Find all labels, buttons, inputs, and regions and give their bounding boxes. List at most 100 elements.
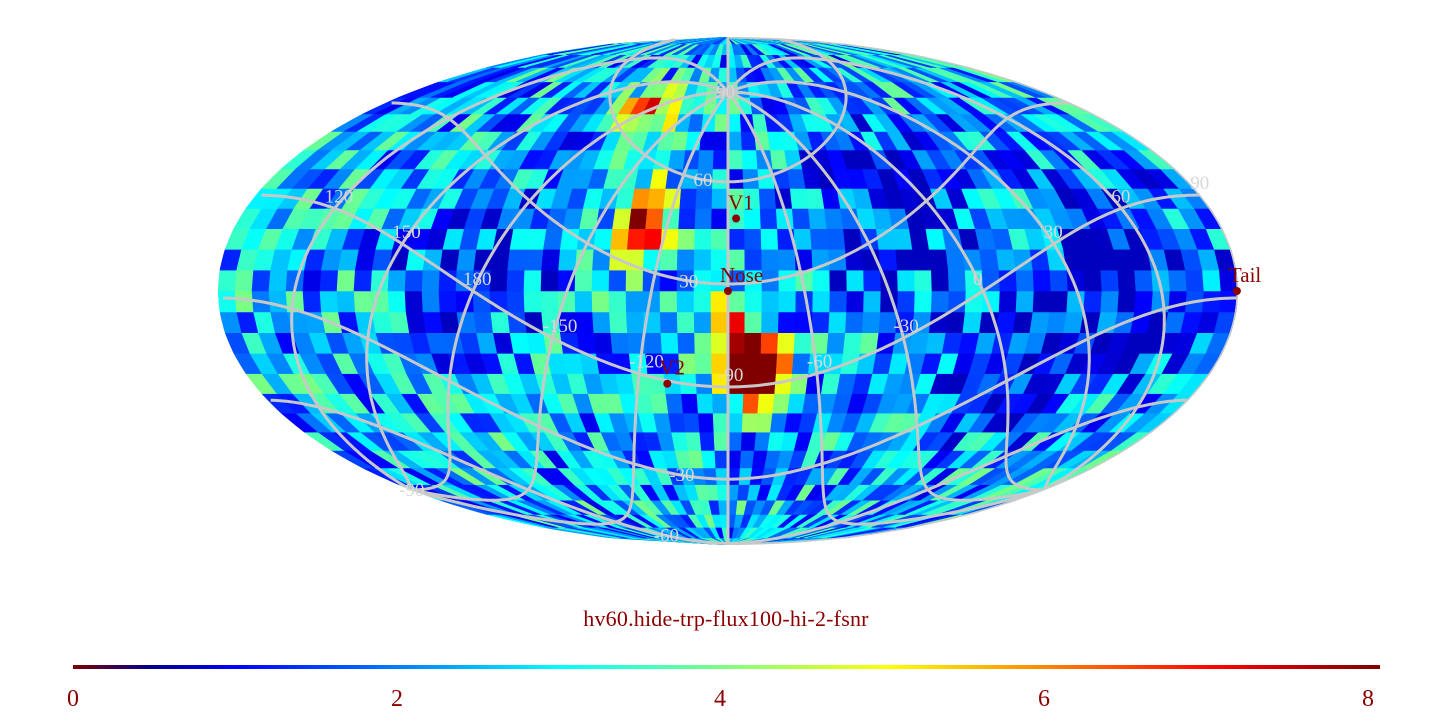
marker-label-v2: V2: [659, 356, 685, 380]
map-pixel: [760, 332, 779, 354]
map-pixel: [694, 332, 712, 354]
position-markers: V1 Nose V2 Tail: [659, 191, 1261, 388]
map-pixel: [701, 450, 717, 469]
map-pixel: [826, 228, 846, 250]
map-pixel: [712, 393, 729, 414]
map-pixel: [712, 412, 729, 433]
map-pixel: [1117, 290, 1137, 313]
map-pixel: [998, 290, 1018, 313]
map-pixel: [744, 228, 762, 250]
map-pixel: [710, 311, 729, 334]
map-pixel: [995, 311, 1017, 334]
map-pixel: [439, 311, 461, 334]
map-pixel: [861, 311, 881, 334]
colorbar-tick-label: 6: [1038, 686, 1050, 712]
map-pixel: [811, 311, 831, 334]
map-pixel: [523, 290, 542, 313]
map-pixel: [251, 269, 271, 292]
map-pixel: [676, 311, 695, 334]
map-pixel: [647, 188, 667, 209]
map-pixel: [713, 431, 729, 451]
map-pixel: [676, 249, 695, 271]
map-pixel: [336, 269, 356, 292]
map-pixel: [758, 188, 777, 209]
graticule-line: [261, 193, 1201, 389]
map-pixel: [319, 269, 339, 292]
map-pixel: [1100, 269, 1120, 292]
map-pixel: [353, 290, 373, 313]
map-pixel: [712, 149, 729, 170]
map-pixel: [1202, 269, 1222, 292]
map-pixel: [744, 332, 762, 354]
map-pixel: [679, 188, 698, 209]
map-pixel: [697, 149, 715, 170]
map-pixel: [628, 208, 648, 229]
map-pixel: [714, 450, 729, 469]
map-pixel: [727, 311, 746, 334]
parallel-label: 60: [694, 170, 713, 191]
map-pixel: [1117, 269, 1137, 292]
map-pixel: [712, 168, 729, 189]
map-pixel: [543, 228, 564, 250]
map-pixel: [759, 208, 778, 229]
map-pixel: [677, 228, 696, 250]
meridian-label: -60: [807, 352, 832, 373]
map-pixel: [826, 332, 846, 354]
map-pixel: [336, 290, 356, 313]
map-pixel: [421, 290, 441, 313]
map-pixel: [777, 332, 796, 354]
map-pixel: [962, 311, 983, 334]
map-pixel: [387, 269, 407, 292]
map-pixel: [777, 249, 797, 271]
map-pixel: [995, 249, 1017, 271]
map-pixel: [643, 332, 663, 354]
colorbar-tick-label: 0: [67, 686, 79, 712]
map-pixel: [593, 228, 613, 250]
meridian-label: -30: [893, 316, 918, 337]
marker-label-v1: V1: [728, 191, 754, 215]
parallel-label: -90: [399, 480, 424, 501]
map-pixel: [627, 228, 646, 250]
map-pixel: [693, 311, 712, 334]
map-pixel: [612, 208, 632, 229]
map-pixel: [659, 249, 679, 271]
map-pixel: [727, 393, 744, 414]
map-pixel: [660, 332, 679, 354]
map-pixel: [878, 249, 898, 271]
map-pixel: [1100, 290, 1120, 313]
map-pixel: [1015, 290, 1035, 313]
map-pixel: [808, 208, 828, 229]
map-pixel: [694, 228, 712, 250]
map-pixel: [744, 311, 763, 334]
map-pixel: [772, 393, 791, 414]
meridian-label: -120: [629, 352, 664, 373]
map-pixel: [591, 269, 610, 292]
map-pixel: [829, 269, 848, 292]
map-pixel: [947, 269, 967, 292]
colorbar-tick-label: 8: [1362, 686, 1374, 712]
map-pixel: [319, 290, 339, 313]
map-pixel: [1168, 290, 1188, 313]
map-pixel: [755, 412, 774, 433]
map-title: hv60.hide-trp-flux100-hi-2-fsnr: [583, 606, 869, 631]
map-pixel: [456, 249, 477, 271]
map-pixel: [727, 467, 741, 485]
map-pixel: [930, 269, 950, 292]
map-pixel: [711, 208, 729, 229]
map-pixel: [843, 332, 863, 354]
map-pixel: [713, 131, 729, 151]
map-pixel: [928, 249, 949, 271]
map-pixel: [759, 352, 778, 374]
graticule-line: [270, 398, 1189, 545]
map-pixel: [1032, 269, 1052, 292]
map-pixel: [739, 450, 755, 469]
graticule-line: [391, 101, 1071, 286]
map-pixel: [777, 311, 797, 334]
map-pixel: [649, 393, 669, 414]
map-pixel: [558, 249, 578, 271]
meridian-label: 30: [1044, 222, 1063, 243]
colorbar: [73, 665, 1380, 669]
map-pixel: [743, 352, 762, 374]
map-pixel: [812, 290, 831, 313]
